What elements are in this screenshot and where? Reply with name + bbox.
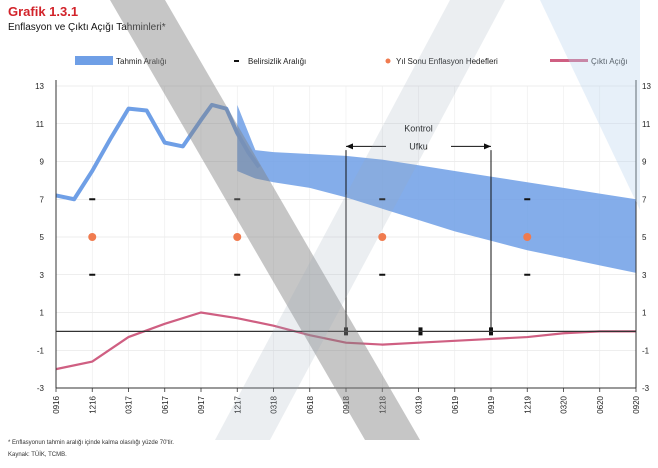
forecast-band-layer [237,104,636,273]
x-tick-label: 0617 [161,395,170,413]
horizon-label-line2: Ufku [409,141,428,151]
x-tick-label: 0619 [451,395,460,413]
uncertainty-upper-mark [524,198,531,201]
y-tick-label-left: 3 [40,271,45,280]
footnote: * Enflasyonun tahmin aralığı içinde kalm… [8,440,174,446]
x-tick-label: 0918 [342,395,351,413]
series-layer [55,102,636,371]
y-tick-label-right: -3 [642,384,650,393]
legend-swatch-output-gap [550,59,588,62]
y-tick-label-left: -3 [37,384,45,393]
y-tick-label-left: 13 [35,82,44,91]
uncertainty-upper-mark [379,198,386,201]
uncertainty-lower-mark [379,273,386,276]
y-tick-label-right: 1 [642,309,647,318]
y-tick-label-left: 5 [40,233,45,242]
x-tick-label: 0620 [596,395,605,413]
legend-swatch-band [75,56,113,65]
horizon-arrowhead-left [346,143,353,150]
uncertainty-lower-mark [524,273,531,276]
x-tick-label: 1216 [88,395,97,413]
chart-title: Grafik 1.3.1 [8,4,79,19]
y-tick-label-left: 7 [40,195,45,204]
watermark [110,0,640,440]
y-tick-label-right: 7 [642,195,647,204]
y-tick-label-left: 11 [36,120,45,129]
uncertainty-lower-mark [89,273,96,276]
x-tick-label: 0320 [560,395,569,413]
x-tick-label: 0917 [197,395,206,413]
y-tick-label-right: 9 [642,158,647,167]
target-point [523,233,532,241]
axes-layer: 13 11 9 7 5 3 1 -1 -3 13 11 9 7 5 3 1 -1 -3 0916 1216 0317 06… [35,80,651,414]
targets-layer [88,198,532,276]
y-tick-label-right: 11 [642,120,651,129]
x-tick-label: 0920 [632,395,641,413]
target-point [233,233,242,241]
legend: Tahmin Aralığı Belirsizlik Aralığı Yıl Son… [75,56,627,66]
y-tick-label-right: 13 [642,82,651,91]
horizon-label-line1: Kontrol [404,123,433,133]
y-tick-label-left: 9 [40,158,45,167]
output-gap-line [55,311,636,371]
x-tick-label: 0318 [270,395,279,413]
y-tick-label-left: -1 [37,346,45,355]
x-tick-label: 0919 [487,395,496,413]
uncertainty-upper-mark [234,198,241,201]
x-tick-label: 1219 [523,395,532,413]
y-tick-label-left: 1 [40,309,45,318]
x-tick-label: 0319 [415,395,424,413]
x-tick-label: 0618 [306,395,315,413]
inflation-line [55,102,261,202]
uncertainty-upper-mark [89,198,96,201]
legend-swatch-target [385,58,391,64]
y-tick-label-right: -1 [642,346,650,355]
chart-canvas: Tahmin Aralığı Belirsizlik Aralığı Yıl Son… [35,0,651,440]
x-tick-label: 0317 [125,395,134,413]
y-tick-label-right: 3 [642,271,647,280]
y-tick-label-right: 5 [642,233,647,242]
x-tick-label: 0916 [52,395,61,413]
x-tick-label: 1218 [378,395,387,413]
forecast-band [237,104,636,273]
horizon-arrowhead-right [484,143,491,150]
legend-entry: Tahmin Aralığı [116,57,167,66]
legend-entry: Yıl Sonu Enflasyon Hedefleri [396,57,498,66]
chart-subtitle: Enflasyon ve Çıktı Açığı Tahminleri* [8,22,166,33]
legend-entry: Çıktı Açığı [591,57,627,66]
source-note: Kaynak: TÜİK, TCMB. [8,452,67,458]
legend-entry: Belirsizlik Aralığı [248,57,306,66]
target-point [88,233,97,241]
uncertainty-lower-mark [234,273,241,276]
legend-swatch-uncertainty [234,60,239,62]
annotation-layer: Kontrol Ufku [344,123,493,336]
x-tick-label: 1217 [233,395,242,413]
target-point [378,233,387,241]
